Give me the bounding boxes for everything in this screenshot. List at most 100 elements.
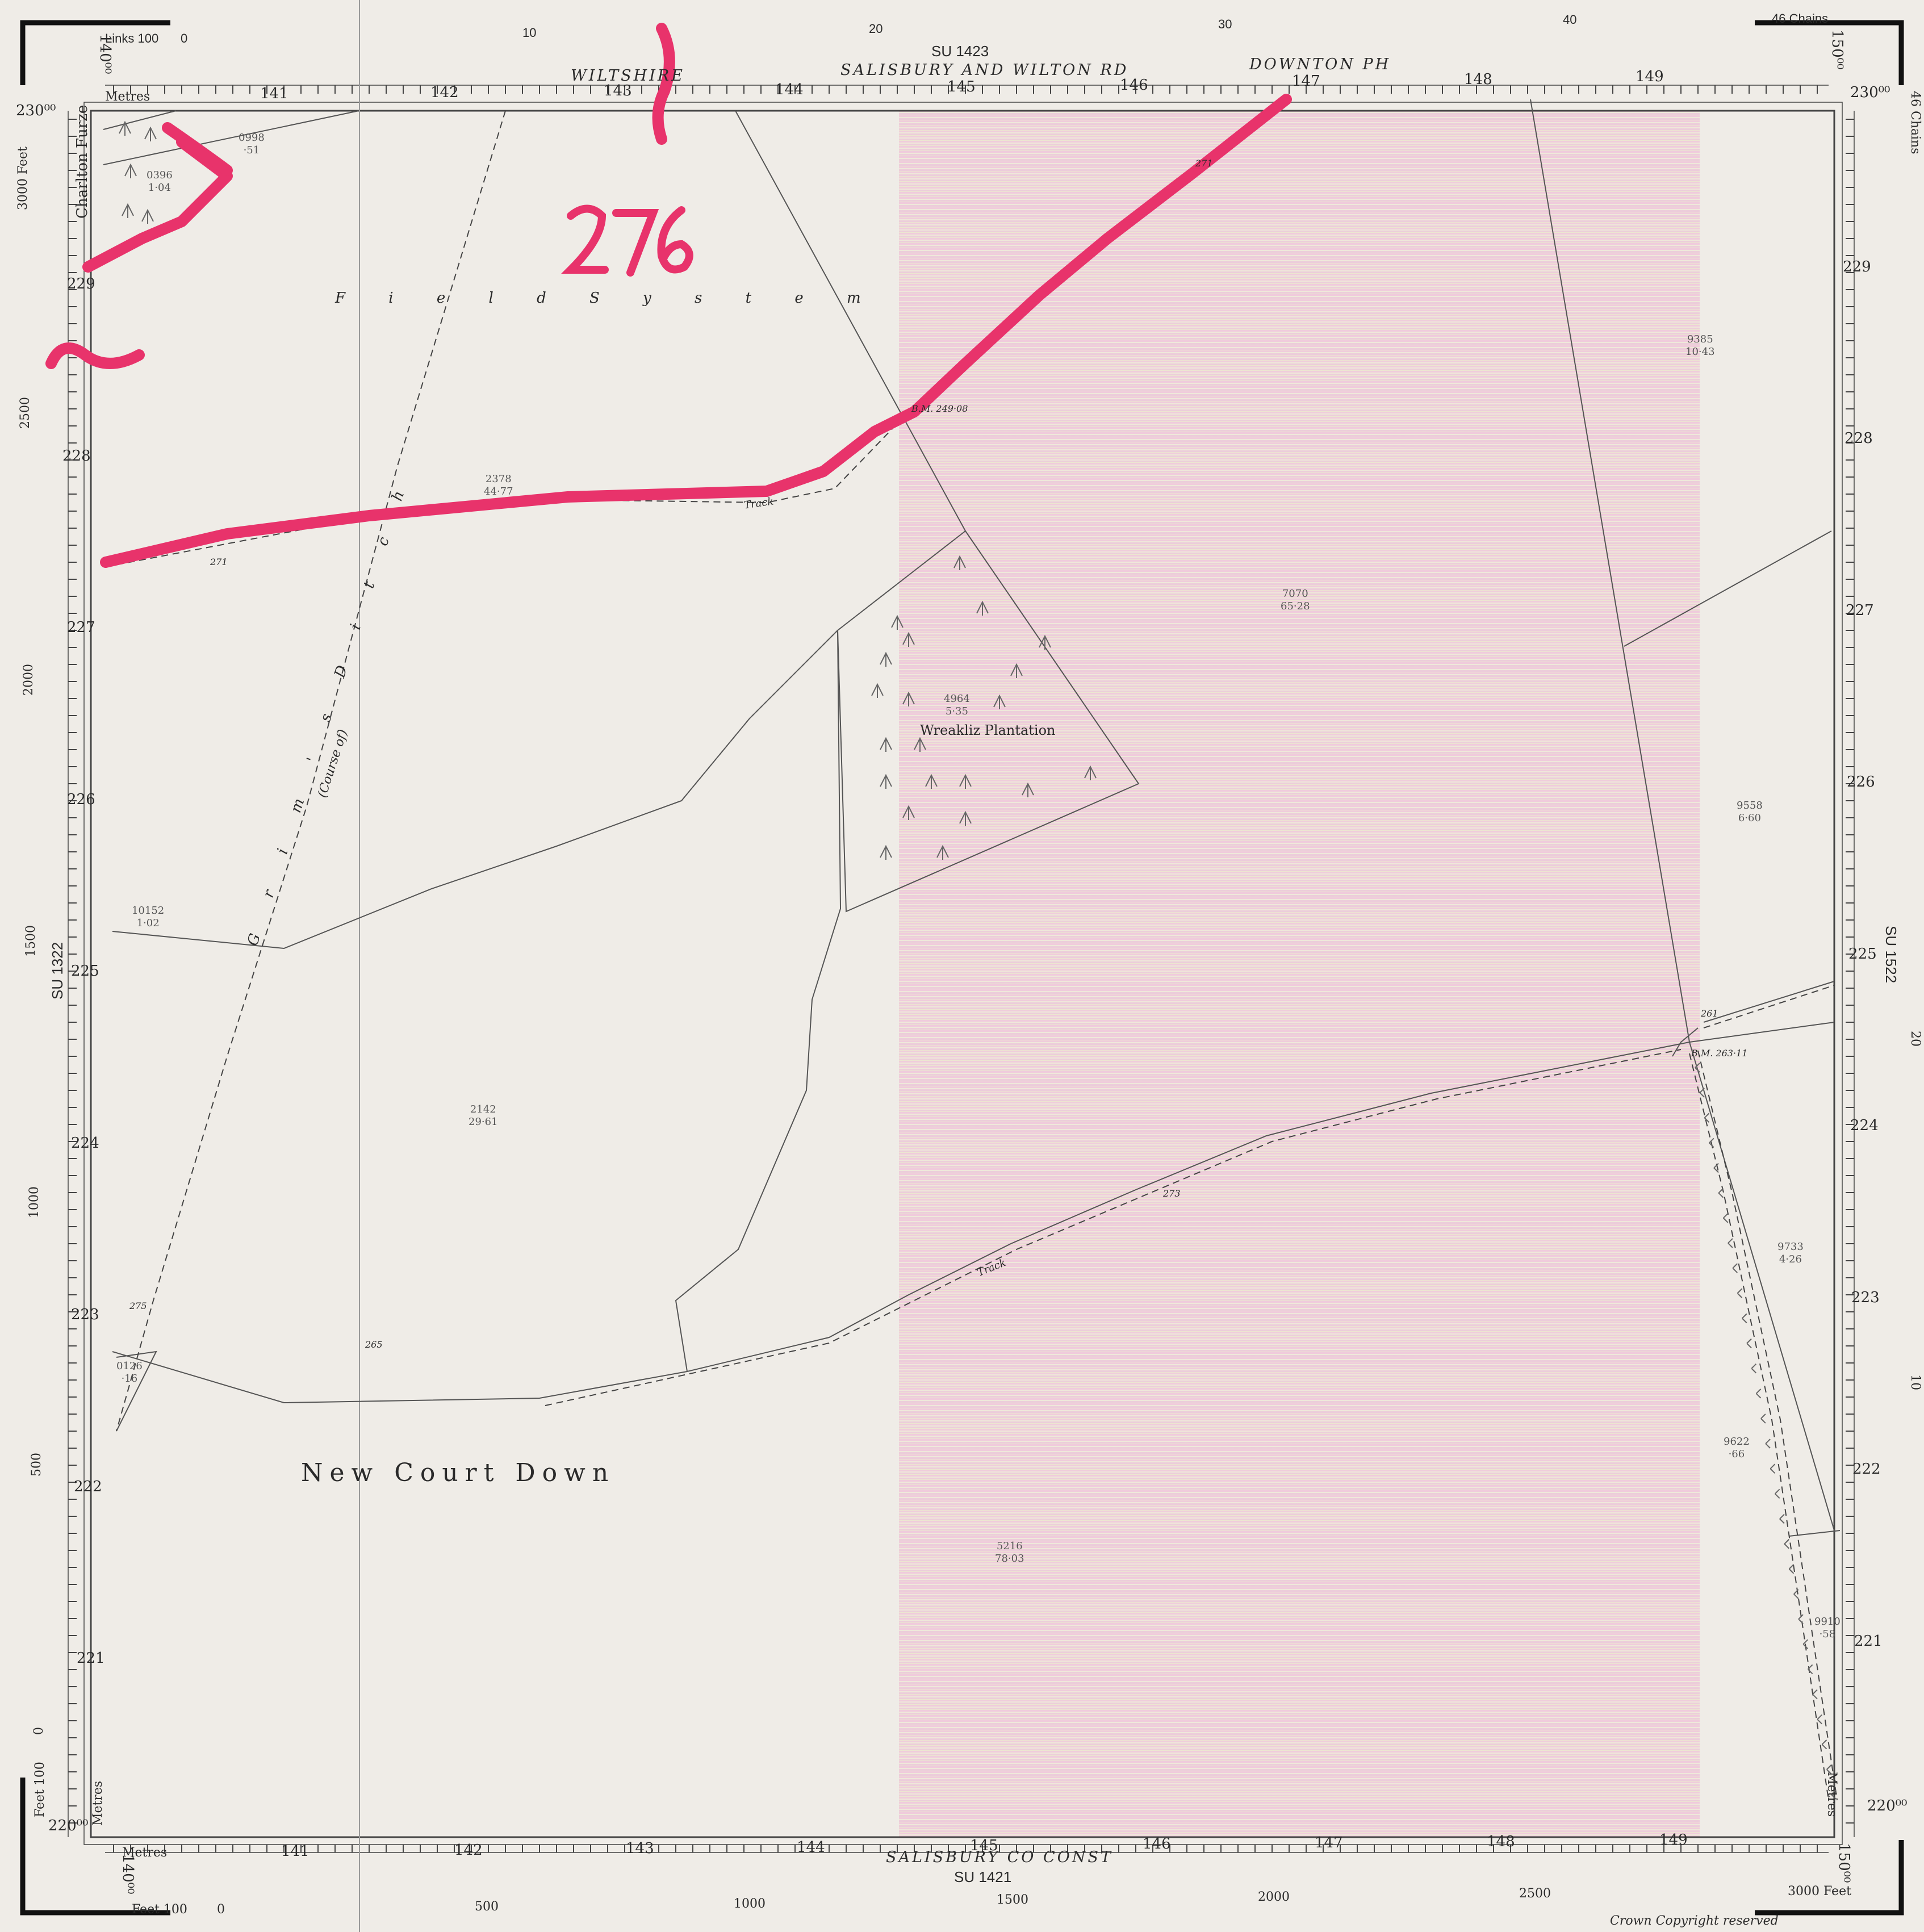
- chains-scale-start: Links 100: [105, 31, 159, 45]
- top-easting-148: 148: [1464, 71, 1492, 88]
- field-boundaries: [103, 99, 1841, 1537]
- top-easting-149: 149: [1636, 68, 1664, 85]
- right-northing-229: 229: [1843, 258, 1871, 275]
- parcel-9733: 9733 4·26: [1777, 1241, 1804, 1265]
- feet-scale-start: Feet 100: [132, 1902, 187, 1917]
- right-northing-222: 222: [1852, 1461, 1881, 1478]
- hedge-symbol: [1695, 1063, 1700, 1073]
- northing-230-right: 230⁰⁰: [1850, 84, 1890, 101]
- chains-scale-20: 20: [869, 22, 883, 36]
- northing-220-right: 220⁰⁰: [1867, 1797, 1908, 1814]
- left-northing-228: 228: [62, 448, 91, 465]
- tree-symbol: [1010, 663, 1023, 678]
- hedge-symbol: [1713, 1162, 1719, 1173]
- tree-symbol: [959, 773, 972, 789]
- bottom-easting-142: 142: [454, 1842, 483, 1859]
- feet-scale-1000: 1000: [734, 1897, 766, 1911]
- chains-scale-end: 46 Chains: [1772, 11, 1829, 26]
- hedge-symbol: [1760, 1414, 1766, 1424]
- left-northing-226: 226: [67, 791, 95, 808]
- neatline: [68, 85, 1855, 1853]
- bottom-easting-145: 145: [970, 1837, 998, 1854]
- parcel-4964: 4964 5·35: [944, 693, 970, 717]
- right-chains-46: 46 Chains: [1908, 91, 1922, 154]
- corner-140-top: 140⁰⁰: [97, 34, 114, 74]
- hedge-symbol: [1807, 1664, 1813, 1675]
- bottom-metres-label: Metres: [122, 1846, 168, 1860]
- tree-symbol: [925, 773, 938, 789]
- hedge-symbol: [1831, 1789, 1837, 1800]
- bottom-sheet-number: SU 1421: [954, 1868, 1012, 1885]
- tree-symbol: [993, 694, 1006, 709]
- left-metres-label: Metres: [91, 1780, 105, 1826]
- hedge-symbol: [1770, 1463, 1776, 1474]
- feet-scale-0: 0: [217, 1902, 225, 1917]
- left-feet-3000: 3000 Feet: [16, 147, 30, 210]
- corner-150-top: 150⁰⁰: [1829, 30, 1846, 70]
- hedge-symbol: [1779, 1513, 1785, 1524]
- chains-scale-0: 0: [181, 31, 188, 45]
- hedge-symbol: [1728, 1238, 1733, 1248]
- top-easting-146: 146: [1120, 77, 1148, 94]
- bottom-easting-141: 141: [281, 1843, 309, 1860]
- left-northing-223: 223: [71, 1306, 99, 1323]
- tree-symbol: [144, 126, 157, 141]
- left-northing-222: 222: [74, 1478, 102, 1495]
- bottom-easting-149: 149: [1659, 1831, 1688, 1849]
- dashed-features: [105, 110, 1838, 1801]
- hedge-symbol: [1746, 1338, 1752, 1349]
- handwritten-276-strokes: [561, 204, 693, 277]
- hedge-symbol: [1802, 1639, 1809, 1649]
- hedge-symbol: [1826, 1764, 1832, 1775]
- right-northing-221: 221: [1854, 1633, 1883, 1650]
- plantation-trees: [119, 120, 1097, 860]
- parcel-0396: 0396 1·04: [147, 169, 173, 194]
- parcel-5216: 5216 78·03: [995, 1540, 1024, 1565]
- hedge-symbol: [1821, 1739, 1827, 1750]
- bottom-authority: SALISBURY CO CONST: [886, 1849, 1113, 1866]
- chains-scale-30: 30: [1218, 17, 1232, 31]
- copyright-note: Crown Copyright reserved: [1610, 1914, 1779, 1928]
- charlton-furze-label: Charlton Furze: [74, 104, 91, 219]
- parcel-9910: 9910·58: [1814, 1616, 1841, 1640]
- top-easting-143: 143: [604, 82, 632, 99]
- right-northing-223: 223: [1851, 1289, 1880, 1306]
- tree-symbol: [902, 805, 915, 820]
- hedge-symbol: [1755, 1389, 1762, 1399]
- tree-symbol: [880, 737, 892, 752]
- parcel-0998: 0998·51: [239, 132, 265, 156]
- tree-symbol: [914, 737, 926, 752]
- hedge-symbol: [1788, 1564, 1795, 1574]
- left-feet-0: 0: [32, 1727, 46, 1735]
- left-feet-1000: 1000: [27, 1186, 41, 1218]
- new-court-down-label: New Court Down: [301, 1458, 616, 1487]
- tree-symbol: [902, 691, 915, 706]
- tree-symbol: [880, 773, 892, 789]
- bottom-easting-148: 148: [1487, 1833, 1515, 1850]
- hedge-symbol: [1732, 1263, 1738, 1273]
- left-northing-227: 227: [67, 619, 95, 636]
- top-easting-147: 147: [1292, 73, 1320, 90]
- wreakliz-plantation-label: Wreakliz Plantation: [920, 722, 1056, 738]
- spot-height-275: 275: [129, 1300, 147, 1311]
- spot-height-271-b: 271: [1195, 158, 1213, 169]
- hedge-symbol: [1798, 1614, 1804, 1624]
- feet-scale-500: 500: [475, 1900, 499, 1914]
- parcel-10152: 10152 1·02: [132, 905, 165, 929]
- tree-symbol: [122, 203, 134, 218]
- left-feet-2000: 2000: [22, 664, 36, 696]
- top-easting-142: 142: [430, 84, 459, 101]
- pink-scan-band: [899, 111, 1700, 1837]
- tree-symbol: [936, 844, 949, 860]
- parcel-2378: 2378 44·77: [484, 473, 513, 497]
- hedge-symbol: [1699, 1088, 1705, 1098]
- tree-symbol: [902, 632, 915, 647]
- tree-symbol: [953, 555, 966, 570]
- right-metres-label: Metres: [1825, 1772, 1839, 1817]
- tree-symbol: [1039, 634, 1051, 650]
- tree-symbol: [880, 844, 892, 860]
- tree-symbol: [124, 163, 137, 178]
- left-northing-221: 221: [77, 1650, 105, 1667]
- hedge-symbol: [1718, 1187, 1724, 1198]
- feet-scale-2500: 2500: [1519, 1887, 1551, 1901]
